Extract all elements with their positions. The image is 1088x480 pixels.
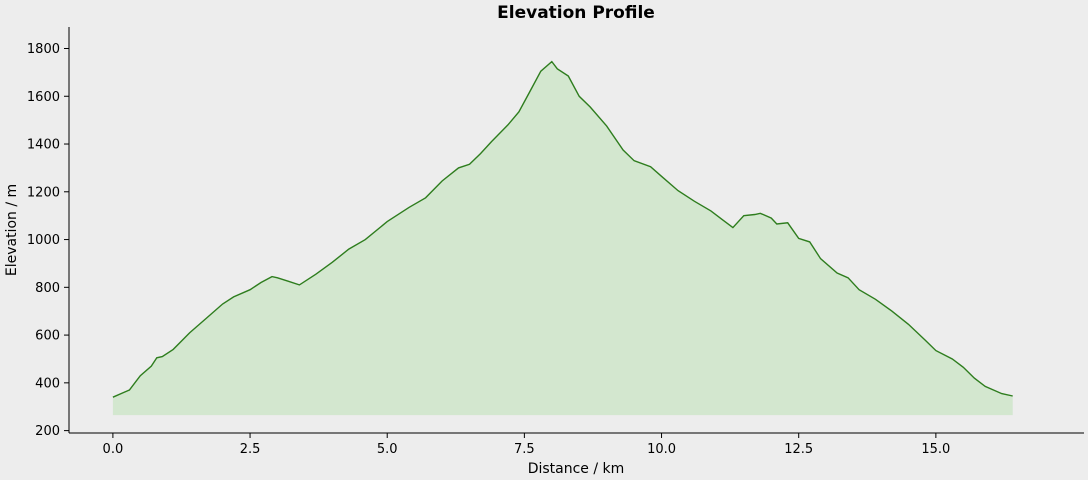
y-tick-label: 800 (35, 281, 60, 296)
chart-title: Elevation Profile (497, 3, 655, 23)
x-tick-label: 0.0 (103, 442, 124, 457)
y-tick-label: 1600 (27, 90, 60, 105)
x-ticks: 0.0 2.5 5.0 7.5 10.0 12.5 15.0 (103, 433, 950, 457)
y-tick-label: 1800 (27, 42, 60, 57)
x-tick-label: 2.5 (240, 442, 261, 457)
y-ticks: 200 400 600 800 1000 1200 1400 1600 1800 (27, 42, 69, 439)
elevation-line (112, 60, 1013, 398)
x-tick-label: 10.0 (647, 442, 676, 457)
y-axis-label: Elevation / m (4, 184, 20, 276)
x-tick-label: 15.0 (921, 442, 950, 457)
x-axis-label: Distance / km (528, 461, 625, 477)
x-tick-label: 7.5 (514, 442, 535, 457)
elevation-area-fill (112, 61, 1013, 416)
y-tick-label: 1000 (27, 233, 60, 248)
y-tick-label: 1400 (27, 138, 60, 153)
x-tick-label: 5.0 (377, 442, 398, 457)
plot-area (112, 60, 1013, 416)
x-tick-label: 12.5 (784, 442, 813, 457)
y-tick-label: 600 (35, 329, 60, 344)
y-tick-label: 400 (35, 376, 60, 391)
y-tick-label: 200 (35, 424, 60, 439)
y-tick-label: 1200 (27, 185, 60, 200)
